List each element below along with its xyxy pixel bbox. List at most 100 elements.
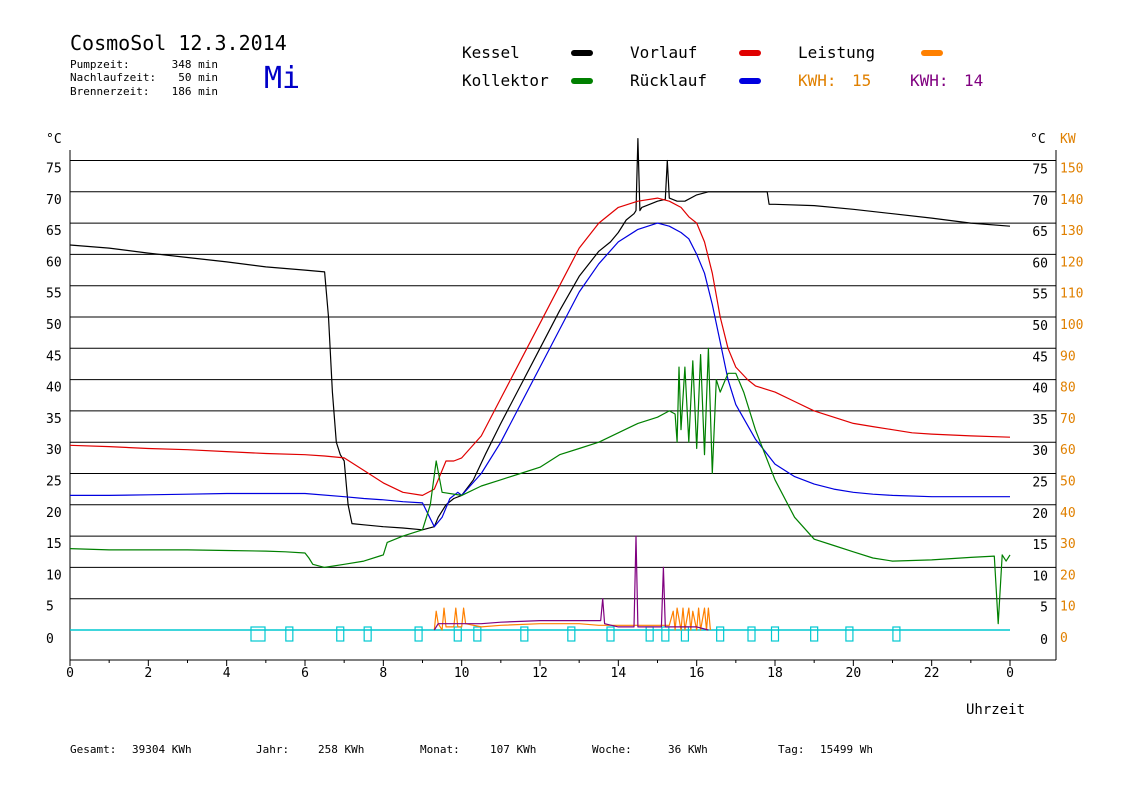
y-tick-label-left: 20	[46, 506, 62, 521]
y-tick-label-left: 10	[46, 568, 62, 583]
y-tick-label-right: 20	[1032, 507, 1048, 522]
series-line-vorlauf	[69, 197, 1011, 496]
axes	[69, 150, 1057, 666]
y2-tick-label: 120	[1060, 255, 1083, 270]
footer-label-monat: Monat:	[420, 743, 460, 756]
kwh1-label: KWH:	[798, 71, 837, 90]
x-tick-label: 0	[66, 666, 74, 681]
weekday-label: Mi	[264, 61, 300, 96]
legend: Kessel Vorlauf Leistung Kollektor Rückla…	[462, 43, 983, 90]
series-lines	[69, 138, 1011, 631]
stat-label-nachlaufzeit: Nachlaufzeit:	[70, 71, 156, 84]
x-tick-label: 10	[454, 666, 470, 681]
y-tick-label-left: 35	[46, 412, 62, 427]
y-tick-label-right: 60	[1032, 256, 1048, 271]
series-line-kollektor	[69, 347, 1011, 625]
y-tick-label-right: 75	[1032, 163, 1048, 178]
footer-value-gesamt: 39304 KWh	[132, 743, 192, 756]
y-tick-label-right: 55	[1032, 288, 1048, 303]
x-tick-label: 16	[689, 666, 705, 681]
y2-tick-label: 50	[1060, 475, 1076, 490]
legend-label-leistung: Leistung	[798, 43, 875, 62]
y-tick-label-left: 5	[46, 600, 54, 615]
pump-marker	[336, 626, 345, 642]
y-axis-unit-right: °C	[1030, 132, 1046, 147]
pump-marker	[716, 626, 725, 642]
stat-value-pumpzeit: 348 min	[172, 58, 218, 71]
y2-tick-label: 110	[1060, 287, 1083, 302]
x-tick-label: 14	[611, 666, 627, 681]
y2-tick-label: 80	[1060, 381, 1076, 396]
y2-tick-label: 30	[1060, 537, 1076, 552]
x-tick-label: 12	[532, 666, 548, 681]
y2-tick-label: 10	[1060, 600, 1076, 615]
y-tick-label-right: 40	[1032, 382, 1048, 397]
footer-label-gesamt: Gesamt:	[70, 743, 116, 756]
kwh2-label: KWH:	[910, 71, 949, 90]
y2-tick-label: 150	[1060, 162, 1083, 177]
pump-marker	[363, 626, 372, 642]
stat-value-brennerzeit: 186 min	[172, 85, 218, 98]
x-tick-label: 4	[223, 666, 231, 681]
x-tick-label: 8	[379, 666, 387, 681]
x-tick-label: 18	[767, 666, 783, 681]
y2-tick-label: 0	[1060, 631, 1068, 646]
footer-label-woche: Woche:	[592, 743, 632, 756]
stat-label-brennerzeit: Brennerzeit:	[70, 85, 149, 98]
pump-marker	[473, 626, 482, 642]
y-tick-label-left: 25	[46, 475, 62, 490]
x-tick-label: 20	[846, 666, 862, 681]
pump-marker	[770, 626, 780, 642]
pump-marker	[892, 626, 901, 642]
y2-tick-label: 90	[1060, 349, 1076, 364]
gridlines	[70, 160, 1056, 600]
y-tick-label-left: 55	[46, 287, 62, 302]
y-tick-label-left: 60	[46, 255, 62, 270]
pump-marker	[567, 626, 576, 642]
pump-marker	[285, 626, 294, 642]
y2-tick-label: 130	[1060, 224, 1083, 239]
y-tick-label-right: 15	[1032, 538, 1048, 553]
y-tick-label-left: 45	[46, 349, 62, 364]
footer-value-woche: 36 KWh	[668, 743, 708, 756]
footer-label-tag: Tag:	[778, 743, 805, 756]
legend-label-kollektor: Kollektor	[462, 71, 549, 90]
kwh2-value: 14	[964, 71, 983, 90]
y2-tick-label: 40	[1060, 506, 1076, 521]
series-line-kwh2	[433, 535, 709, 631]
y2-tick-label: 20	[1060, 568, 1076, 583]
x-tick-label: 2	[144, 666, 152, 681]
y-tick-label-left: 15	[46, 537, 62, 552]
y-tick-label-right: 30	[1032, 444, 1048, 459]
y-tick-label-left: 70	[46, 193, 62, 208]
y2-tick-label: 100	[1060, 318, 1083, 333]
y2-tick-label: 140	[1060, 193, 1083, 208]
legend-label-vorlauf: Vorlauf	[630, 43, 697, 62]
y2-tick-label: 70	[1060, 412, 1076, 427]
legend-label-ruecklauf: Rücklauf	[630, 71, 707, 90]
y-tick-label-left: 50	[46, 318, 62, 333]
footer-label-jahr: Jahr:	[256, 743, 289, 756]
y-tick-label-left: 40	[46, 381, 62, 396]
pump-markers	[70, 626, 1010, 642]
x-tick-label: 0	[1006, 666, 1014, 681]
stat-label-pumpzeit: Pumpzeit:	[70, 58, 130, 71]
x-axis-label: Uhrzeit	[966, 702, 1025, 718]
y-tick-label-right: 10	[1032, 569, 1048, 584]
y2-tick-label: 60	[1060, 443, 1076, 458]
pump-marker	[645, 626, 654, 642]
pump-marker	[250, 626, 266, 642]
pump-marker	[453, 626, 462, 642]
y-tick-label-left: 65	[46, 224, 62, 239]
y2-axis-unit-right: KW	[1060, 132, 1076, 147]
pump-marker	[661, 626, 670, 642]
y-tick-label-right: 5	[1040, 601, 1048, 616]
stat-value-nachlaufzeit: 50 min	[178, 71, 218, 84]
y-tick-label-right: 0	[1040, 633, 1048, 648]
y-tick-label-right: 70	[1032, 194, 1048, 209]
y-tick-label-right: 45	[1032, 350, 1048, 365]
pump-marker	[747, 626, 756, 642]
pump-marker	[810, 626, 819, 642]
